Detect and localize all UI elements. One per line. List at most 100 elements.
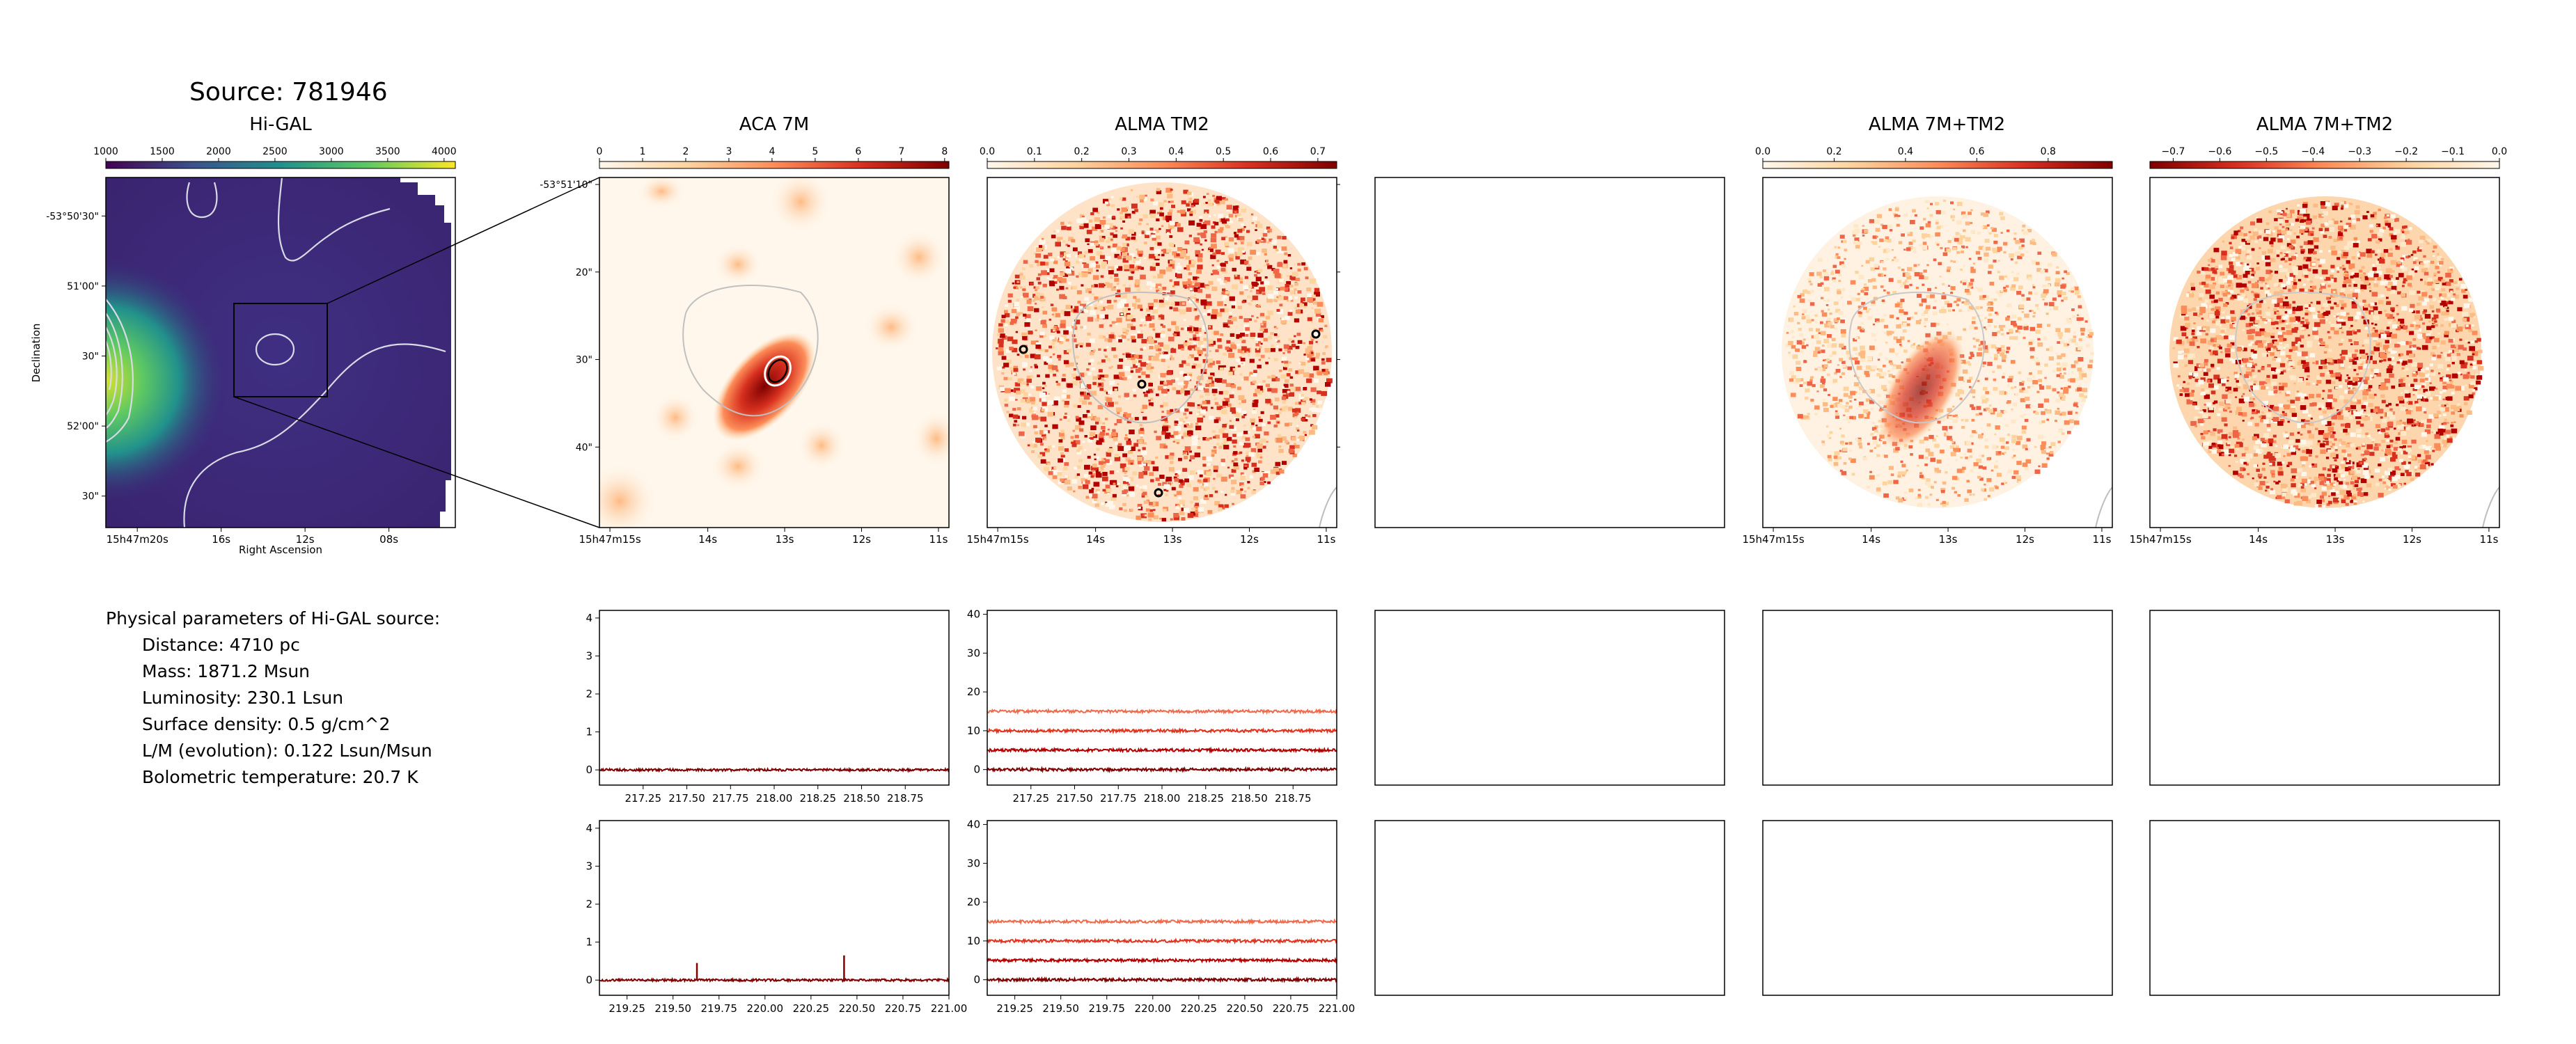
noise-pixel	[2079, 376, 2084, 380]
noise-pixel	[1170, 452, 1175, 457]
noise-pixel	[1184, 446, 1191, 451]
noise-pixel	[1250, 300, 1253, 302]
noise-pixel	[1017, 378, 1024, 383]
noise-pixel	[1235, 255, 1240, 260]
noise-pixel	[1874, 318, 1880, 322]
noise-pixel	[1903, 491, 1907, 494]
noise-pixel	[1845, 405, 1848, 408]
noise-pixel	[1858, 274, 1864, 279]
noise-pixel	[1032, 294, 1038, 298]
noise-pixel	[1241, 250, 1246, 253]
noise-pixel	[1016, 407, 1021, 411]
colorbar-tick-label: 0.6	[1263, 146, 1278, 157]
noise-pixel	[1047, 411, 1054, 417]
noise-pixel	[2061, 292, 2066, 296]
noise-pixel	[1058, 358, 1061, 361]
noise-pixel	[1203, 482, 1209, 487]
noise-pixel	[2279, 337, 2285, 342]
noise-pixel	[1855, 298, 1860, 301]
noise-pixel	[1977, 380, 1980, 382]
noise-pixel	[2463, 347, 2467, 351]
noise-pixel	[1075, 356, 1079, 359]
noise-pixel	[1229, 312, 1232, 315]
noise-pixel	[1205, 294, 1211, 299]
noise-pixel	[1004, 404, 1009, 407]
noise-pixel	[1244, 490, 1247, 493]
noise-pixel	[1917, 264, 1920, 266]
noise-pixel	[1250, 290, 1252, 292]
noise-pixel	[1249, 303, 1252, 306]
noise-pixel	[1843, 393, 1848, 397]
noise-pixel	[1257, 448, 1262, 452]
noise-pixel	[1169, 235, 1173, 238]
noise-pixel	[1206, 471, 1212, 476]
noise-pixel	[1228, 258, 1232, 260]
noise-pixel	[1814, 367, 1818, 371]
noise-pixel	[1045, 374, 1050, 378]
noise-pixel	[1247, 295, 1251, 299]
noise-pixel	[1085, 480, 1090, 484]
noise-pixel	[1122, 476, 1129, 482]
noise-pixel	[1080, 223, 1084, 226]
noise-pixel	[1837, 317, 1840, 320]
noise-pixel	[1870, 267, 1875, 271]
noise-pixel	[1816, 271, 1822, 276]
panel-title-higal: Hi-GAL	[249, 114, 312, 135]
noise-pixel	[1051, 365, 1058, 370]
noise-pixel	[1055, 242, 1061, 247]
noise-pixel	[1204, 332, 1207, 334]
noise-pixel	[1835, 413, 1839, 416]
noise-pixel	[1063, 330, 1069, 335]
noise-pixel	[2071, 338, 2076, 343]
noise-pixel	[1295, 345, 1300, 349]
noise-pixel	[1141, 450, 1147, 455]
noise-pixel	[1279, 370, 1282, 372]
noise-pixel	[1833, 318, 1839, 323]
noise-pixel	[2023, 336, 2026, 340]
noise-pixel	[1181, 507, 1186, 512]
noise-pixel	[1871, 300, 1876, 304]
noise-pixel	[2029, 339, 2035, 344]
noise-pixel	[1203, 230, 1207, 234]
noise-pixel	[1086, 410, 1090, 413]
noise-pixel	[1108, 334, 1115, 339]
noise-pixel	[2290, 400, 2295, 404]
noise-pixel	[1266, 263, 1270, 266]
noise-pixel	[1124, 434, 1128, 436]
noise-pixel	[2349, 241, 2355, 246]
noise-pixel	[1809, 379, 1813, 382]
noise-pixel	[1101, 467, 1104, 470]
noise-pixel	[1952, 475, 1958, 480]
noise-pixel	[2337, 257, 2341, 260]
noise-pixel	[1070, 436, 1074, 439]
noise-pixel	[1131, 232, 1136, 236]
noise-pixel	[2389, 227, 2394, 231]
noise-pixel	[1175, 474, 1179, 477]
noise-pixel	[1106, 299, 1112, 303]
noise-pixel	[1074, 440, 1081, 445]
noise-pixel	[1849, 416, 1853, 420]
noise-pixel	[1822, 443, 1826, 446]
noise-pixel	[2358, 257, 2361, 260]
noise-pixel	[2190, 291, 2192, 294]
noise-pixel	[2071, 287, 2075, 291]
noise-pixel	[1189, 354, 1194, 358]
noise-pixel	[1169, 306, 1173, 310]
noise-pixel	[2418, 388, 2421, 391]
noise-pixel	[1276, 437, 1283, 443]
colorbar-higal-bar	[105, 161, 456, 169]
noise-pixel	[1199, 219, 1203, 222]
noise-pixel	[1939, 225, 1944, 228]
noise-pixel	[1899, 344, 1902, 346]
noise-pixel	[1896, 324, 1901, 329]
noise-pixel	[1969, 493, 1972, 496]
noise-pixel	[1303, 267, 1308, 271]
noise-pixel	[2466, 372, 2470, 375]
noise-pixel	[1862, 413, 1867, 418]
noise-pixel	[1839, 441, 1844, 445]
noise-pixel	[1979, 477, 1984, 481]
noise-pixel	[1884, 239, 1887, 242]
noise-pixel	[2259, 481, 2265, 486]
noise-pixel	[1893, 448, 1899, 453]
noise-pixel	[1826, 358, 1830, 361]
